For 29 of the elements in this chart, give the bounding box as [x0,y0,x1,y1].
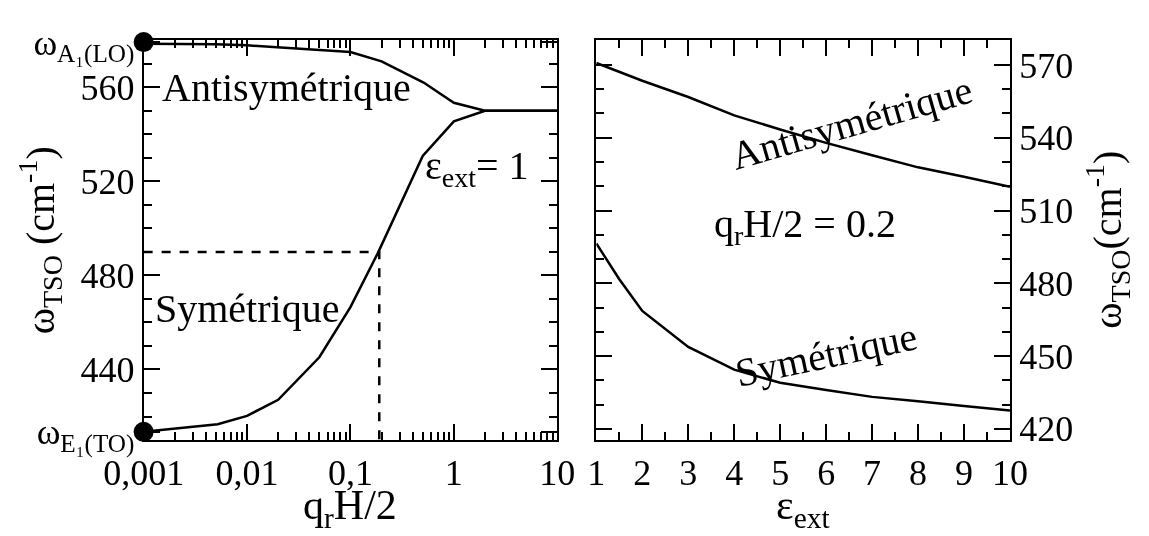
annotation: ε$_{ext}$= 1 [425,143,529,194]
y-tick-label: 440 [80,350,135,391]
x-tick-label: 6 [817,453,836,494]
x-tick-label: 2 [633,453,652,494]
y2-tick-label: 450 [1019,336,1074,377]
y2-tick-label: 570 [1019,45,1074,86]
x-tick-label: 1 [444,453,463,494]
x-tick-label: 1 [587,453,606,494]
x-tick-label: 3 [679,453,698,494]
x-tick-label: 10 [539,453,576,494]
y-tick-label: 520 [80,161,135,202]
y-tick-label: 480 [80,256,135,297]
annotation: Symétrique [155,286,340,331]
x-tick-label: 8 [909,453,928,494]
y2-tick-label: 510 [1019,191,1074,232]
x-tick-label: 9 [955,453,974,494]
y-tick-label: 560 [80,67,135,108]
y-tick-label: ω$_{E₁(TO)}$ [36,412,135,458]
x-tick-label: 10 [991,453,1028,494]
x-tick-label: 4 [725,453,744,494]
y2-tick-label: 540 [1019,118,1074,159]
annotation: Antisymétrique [162,65,411,110]
x-tick-label: 7 [863,453,882,494]
annotation: q$_{r}$H/2 = 0.2 [714,201,896,252]
y2-tick-label: 420 [1019,409,1074,450]
annotation: Symétrique [731,313,922,396]
x-tick-label: 0,01 [215,453,279,494]
y-tick-label: ω$_{A₁(LO)}$ [33,22,135,69]
y2-tick-label: 480 [1019,263,1074,304]
